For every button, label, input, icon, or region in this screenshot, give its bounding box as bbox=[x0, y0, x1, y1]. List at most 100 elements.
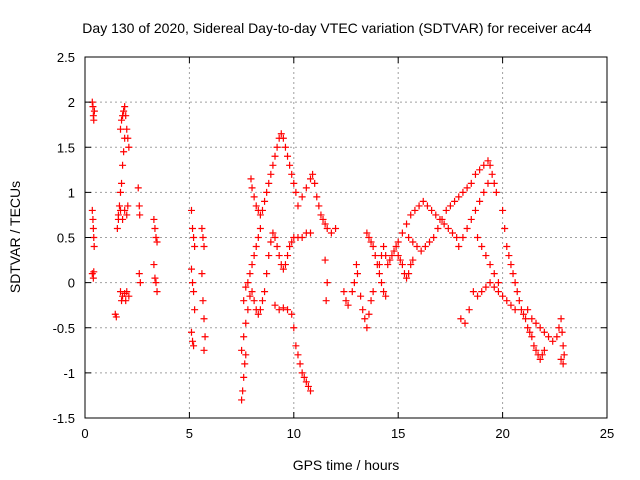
data-point bbox=[261, 197, 269, 205]
data-point bbox=[307, 175, 315, 183]
data-point bbox=[123, 288, 131, 296]
data-point bbox=[536, 324, 544, 332]
data-point bbox=[348, 288, 356, 296]
x-axis-label: GPS time / hours bbox=[293, 457, 400, 473]
data-point bbox=[446, 202, 454, 210]
data-point bbox=[309, 170, 317, 178]
y-tick-label: 2 bbox=[68, 95, 75, 110]
data-point bbox=[118, 116, 126, 124]
data-point bbox=[467, 215, 475, 223]
data-point bbox=[150, 215, 158, 223]
data-point bbox=[403, 220, 411, 228]
data-point bbox=[191, 243, 199, 251]
data-point bbox=[398, 261, 406, 269]
data-point bbox=[457, 315, 465, 323]
data-point bbox=[290, 179, 298, 187]
data-point bbox=[279, 134, 287, 142]
data-point bbox=[317, 211, 325, 219]
data-point bbox=[242, 351, 250, 359]
data-point bbox=[386, 256, 394, 264]
data-point bbox=[304, 382, 312, 390]
data-point bbox=[124, 134, 132, 142]
data-point bbox=[375, 261, 383, 269]
data-point bbox=[189, 224, 197, 232]
data-point bbox=[413, 243, 421, 251]
data-point bbox=[267, 170, 275, 178]
data-point bbox=[371, 252, 379, 260]
data-point bbox=[558, 328, 566, 336]
data-point bbox=[463, 224, 471, 232]
data-point bbox=[244, 306, 252, 314]
data-point bbox=[300, 373, 308, 381]
data-point bbox=[507, 301, 515, 309]
data-point bbox=[271, 301, 279, 309]
data-point bbox=[340, 288, 348, 296]
data-point bbox=[302, 378, 310, 386]
data-point bbox=[311, 179, 319, 187]
data-point bbox=[258, 297, 266, 305]
data-point bbox=[150, 261, 158, 269]
data-point bbox=[526, 328, 534, 336]
data-point bbox=[288, 238, 296, 246]
data-point bbox=[553, 333, 561, 341]
data-point bbox=[322, 297, 330, 305]
data-point bbox=[271, 152, 279, 160]
data-point bbox=[275, 306, 283, 314]
data-point bbox=[515, 297, 523, 305]
data-point bbox=[250, 252, 258, 260]
data-point bbox=[474, 292, 482, 300]
data-point bbox=[409, 256, 417, 264]
data-point bbox=[286, 161, 294, 169]
data-point bbox=[471, 206, 479, 214]
data-point bbox=[307, 229, 315, 237]
data-point bbox=[484, 179, 492, 187]
data-point bbox=[369, 243, 377, 251]
data-point bbox=[294, 202, 302, 210]
data-point bbox=[119, 161, 127, 169]
data-point bbox=[448, 229, 456, 237]
data-point bbox=[490, 270, 498, 278]
data-point bbox=[187, 328, 195, 336]
data-point bbox=[198, 224, 206, 232]
data-point bbox=[151, 224, 159, 232]
data-point bbox=[294, 351, 302, 359]
x-tick-label: 25 bbox=[600, 426, 614, 441]
data-point bbox=[511, 279, 519, 287]
data-point bbox=[279, 304, 287, 312]
data-point bbox=[136, 211, 144, 219]
x-tick-label: 5 bbox=[186, 426, 193, 441]
data-point bbox=[200, 243, 208, 251]
data-point bbox=[494, 279, 502, 287]
data-point bbox=[152, 279, 160, 287]
data-point bbox=[113, 224, 121, 232]
data-point bbox=[557, 355, 565, 363]
data-point bbox=[136, 279, 144, 287]
data-point bbox=[405, 270, 413, 278]
y-tick-label: -1.5 bbox=[53, 411, 75, 426]
data-point bbox=[461, 319, 469, 327]
x-tick-label: 15 bbox=[391, 426, 405, 441]
data-point bbox=[478, 288, 486, 296]
data-point bbox=[118, 179, 126, 187]
data-point bbox=[284, 152, 292, 160]
data-point bbox=[134, 184, 142, 192]
data-point bbox=[90, 243, 98, 251]
data-point bbox=[275, 252, 283, 260]
data-point bbox=[471, 170, 479, 178]
data-point bbox=[482, 283, 490, 291]
data-point bbox=[382, 252, 390, 260]
data-point bbox=[369, 288, 377, 296]
data-point bbox=[273, 243, 281, 251]
data-point bbox=[375, 270, 383, 278]
data-point bbox=[90, 116, 98, 124]
data-point bbox=[478, 243, 486, 251]
data-point bbox=[271, 234, 279, 241]
data-point bbox=[394, 252, 402, 260]
data-point bbox=[513, 288, 521, 296]
data-point bbox=[284, 306, 292, 314]
data-point bbox=[407, 261, 415, 269]
data-point bbox=[407, 211, 415, 219]
data-point bbox=[263, 188, 271, 196]
data-point bbox=[549, 337, 557, 345]
data-point bbox=[517, 306, 525, 314]
